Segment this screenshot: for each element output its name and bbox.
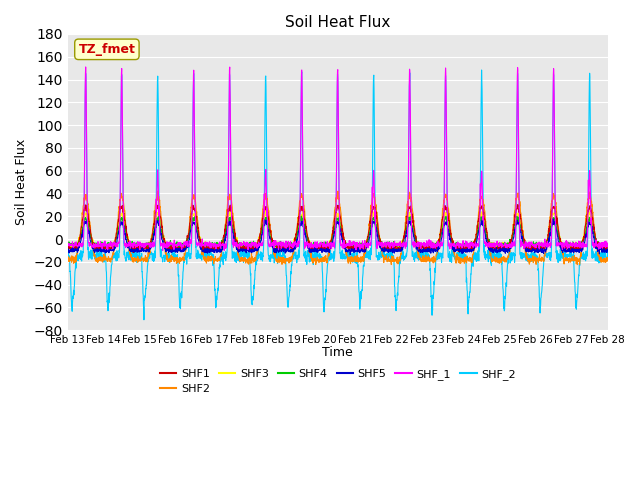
Title: Soil Heat Flux: Soil Heat Flux [285, 15, 390, 30]
X-axis label: Time: Time [323, 347, 353, 360]
Text: TZ_fmet: TZ_fmet [79, 43, 135, 56]
Legend: SHF1, SHF2, SHF3, SHF4, SHF5, SHF_1, SHF_2: SHF1, SHF2, SHF3, SHF4, SHF5, SHF_1, SHF… [156, 364, 520, 399]
Y-axis label: Soil Heat Flux: Soil Heat Flux [15, 139, 28, 225]
